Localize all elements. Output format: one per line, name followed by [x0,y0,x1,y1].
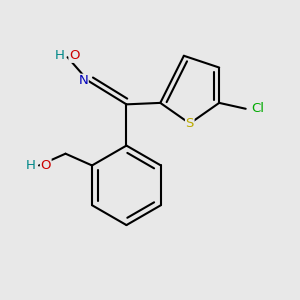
Text: S: S [186,117,194,130]
Text: O: O [69,49,80,62]
Text: N: N [78,74,88,87]
Text: Cl: Cl [252,102,265,115]
Text: H: H [26,159,36,172]
Text: O: O [40,159,51,172]
Text: H: H [55,49,64,62]
